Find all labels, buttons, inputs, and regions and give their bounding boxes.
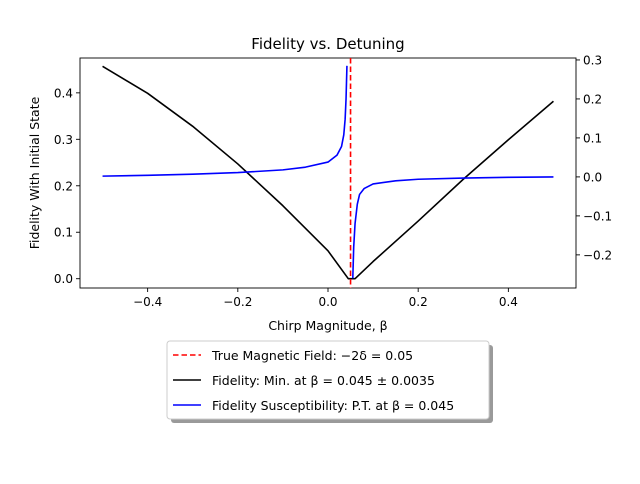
y-axis-left-label: Fidelity With Initial State	[27, 96, 42, 249]
chart-title: Fidelity vs. Detuning	[251, 35, 404, 53]
y-right-tick-label: 0.1	[583, 131, 602, 145]
x-tick-label: −0.4	[133, 295, 162, 309]
y-left-tick-label: 0.4	[54, 86, 73, 100]
x-tick-label: −0.2	[223, 295, 252, 309]
series-layer	[102, 58, 554, 288]
legend: True Magnetic Field: −2δ = 0.05 Fidelity…	[166, 340, 493, 423]
y-left-tick-label: 0.1	[54, 226, 73, 240]
x-tick-label: 0.4	[499, 295, 518, 309]
y-right-tick-label: 0.2	[583, 92, 602, 106]
legend-label-fidelity: Fidelity: Min. at β = 0.045 ± 0.0035	[212, 373, 435, 388]
legend-label-true-field: True Magnetic Field: −2δ = 0.05	[211, 348, 413, 363]
plot-area: −0.4 −0.2 0.0 0.2 0.4 0.00.10.20.30.4 −0.2−0…	[54, 53, 612, 309]
y-right-tick-label: 0.3	[583, 53, 602, 67]
y-right-tick-label: −0.1	[583, 209, 612, 223]
series-susceptibility-branch-2	[352, 176, 554, 279]
legend-label-susceptibility: Fidelity Susceptibility: P.T. at β = 0.0…	[212, 398, 454, 413]
x-axis-label: Chirp Magnitude, β	[268, 318, 387, 333]
y-right-tick-label: 0.0	[583, 170, 602, 184]
y-right-tick-label: −0.2	[583, 248, 612, 262]
y-left-tick-label: 0.3	[54, 133, 73, 147]
y-left-tick-label: 0.0	[54, 272, 73, 286]
x-tick-label: 0.2	[409, 295, 428, 309]
series-susceptibility-branch-1	[102, 65, 348, 177]
x-axis: −0.4 −0.2 0.0 0.2 0.4	[133, 288, 518, 309]
y-axis-left: 0.0 0.1 0.2 0.3 0.4	[54, 86, 80, 286]
y-left-tick-label: 0.2	[54, 179, 73, 193]
x-tick-label: 0.0	[318, 295, 337, 309]
series-fidelity-line	[102, 65, 554, 280]
y-axis-right: −0.2 −0.1 0.0 0.1 0.2 0.3	[576, 53, 612, 262]
legend-box	[166, 340, 490, 420]
